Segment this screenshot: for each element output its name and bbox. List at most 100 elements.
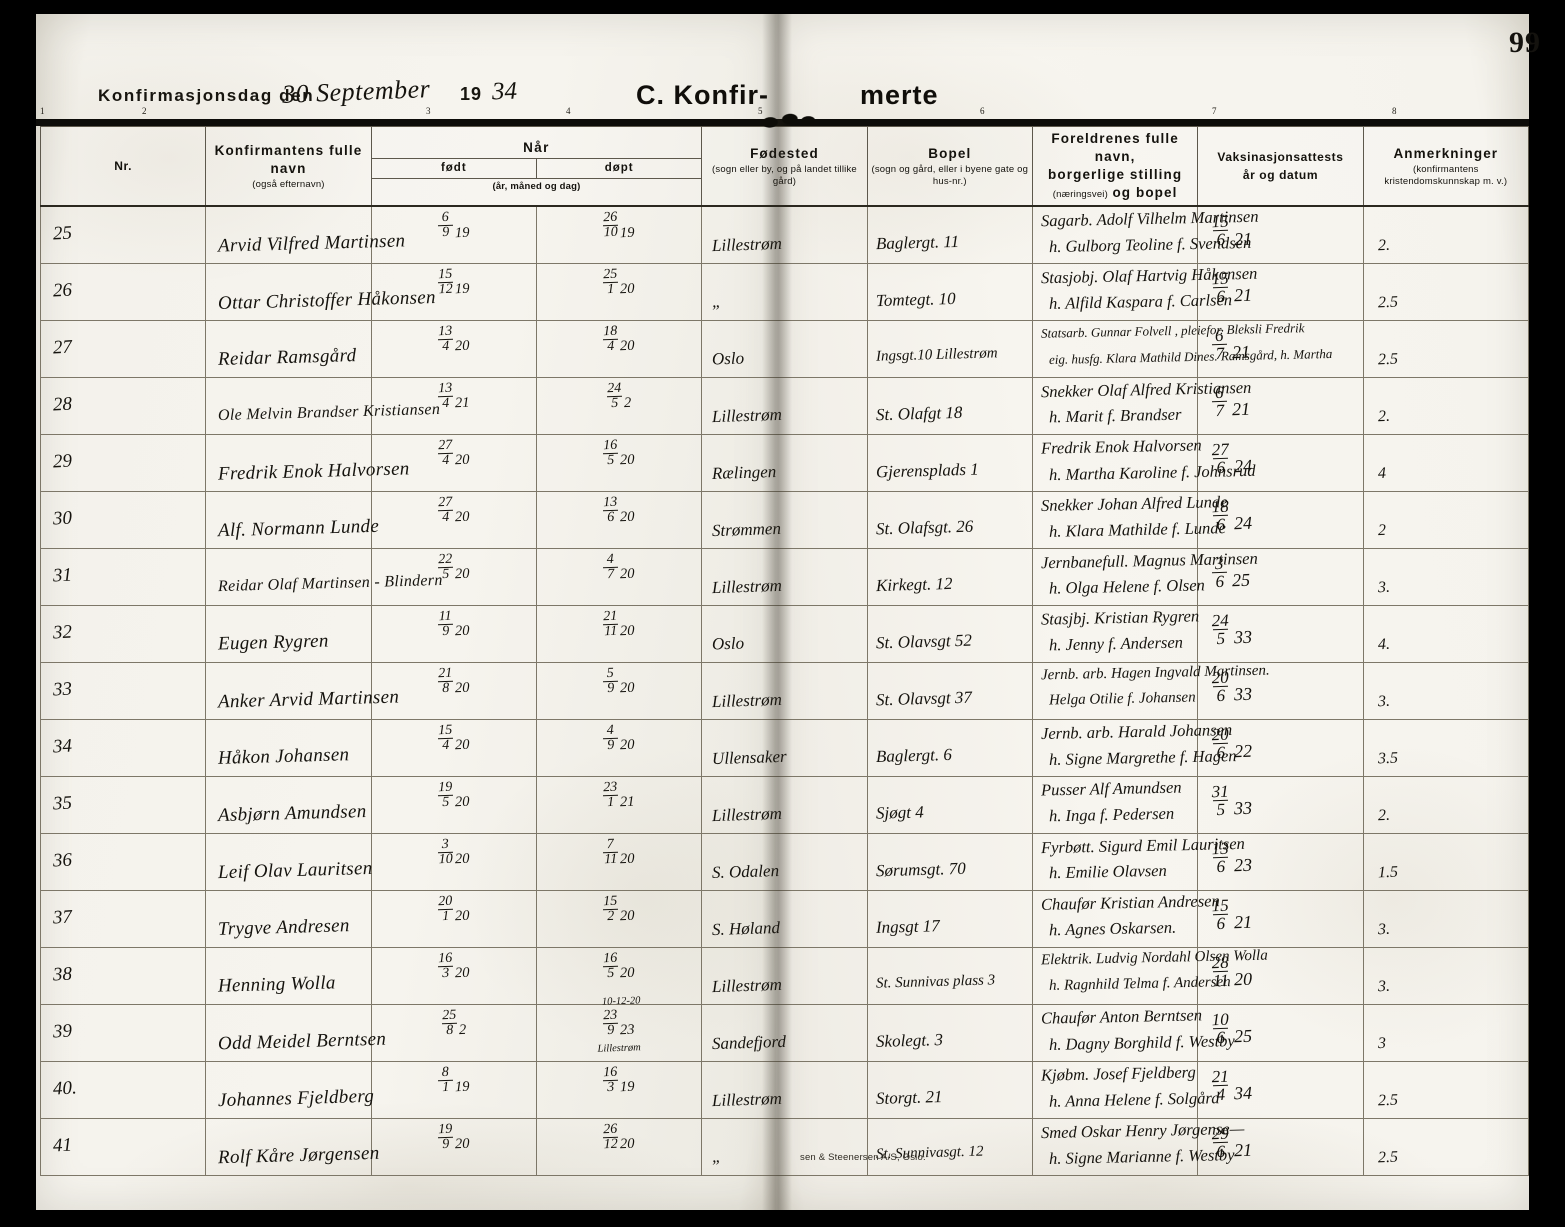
date-day: 16	[603, 950, 618, 966]
cell-residence: Baglergt. 11	[866, 205, 1033, 264]
cell-vaccination: 13 6 23	[1197, 832, 1364, 891]
row-number: 26	[52, 279, 73, 301]
cell-vaccination: 10 6 25	[1197, 1003, 1364, 1062]
cell-parents: Jernb. arb. Harald Johansen h. Signe Marg…	[1031, 718, 1237, 777]
cell-vaccination: 6 7 21	[1197, 319, 1364, 378]
column-number-8: 8	[1392, 106, 1397, 116]
date-month: 10	[438, 851, 454, 868]
date-day: 3	[441, 836, 450, 852]
vaccination-date: 15 6 21	[1211, 268, 1253, 306]
cell-vaccination: 21 4 34	[1197, 1060, 1364, 1119]
date-fraction: 7 11	[603, 836, 619, 868]
confirmation-date-value: 30 September	[281, 74, 431, 109]
confirmand-name: Eugen Rygren	[218, 629, 330, 655]
cell-remarks: 3.	[1362, 661, 1530, 720]
row-number: 29	[52, 450, 73, 472]
date-fraction: 15 6	[1211, 268, 1230, 306]
date-month: 5	[607, 395, 623, 412]
cell-vaccination: 28 11 20	[1197, 946, 1364, 1005]
date-month: 2	[603, 908, 619, 925]
date-day: 19	[438, 779, 453, 795]
date-year: 21	[1231, 341, 1251, 363]
date-day: 15	[603, 893, 618, 909]
cell-baptism-date: 23 1 21	[535, 775, 703, 834]
date-day: 7	[606, 836, 615, 852]
confirmand-name: Alf. Normann Lunde	[218, 515, 380, 541]
baptism-date: 4 9 20	[537, 722, 701, 754]
date-fraction: 11 9	[438, 608, 454, 640]
date-year: 20	[454, 964, 470, 982]
date-month: 6	[1213, 856, 1229, 876]
date-month: 9	[603, 680, 619, 697]
column-number-4: 4	[566, 106, 571, 116]
residence: Kirkegt. 12	[875, 573, 953, 595]
table-row: 41 Rolf Kåre Jørgensen 19 9 20 26 12 20 „ St. Sun…	[39, 1117, 1530, 1176]
cell-baptism-date: 26 10 19	[535, 205, 703, 264]
cell-vaccination: 31 5 33	[1197, 775, 1364, 834]
birthplace: Oslo	[712, 348, 745, 369]
date-month: 4	[603, 338, 619, 355]
baptism-date: 5 9 20	[537, 665, 701, 697]
cell-parents: Statsarb. Gunnar Folvell , pleiefor. Ble…	[1031, 319, 1332, 378]
row-number: 28	[52, 393, 73, 415]
remark-value: 3.	[1377, 578, 1390, 596]
date-day: 16	[603, 437, 618, 453]
date-day: 10	[1211, 1009, 1230, 1029]
date-year: 21	[1233, 284, 1253, 306]
date-month: 6	[1213, 1027, 1229, 1047]
date-day: 27	[438, 437, 453, 453]
date-day: 19	[438, 1121, 453, 1137]
date-month: 6	[603, 509, 619, 526]
cell-vaccination: 29 6 21	[1197, 1117, 1364, 1176]
vaccination-date: 15 6 21	[1212, 212, 1253, 250]
cell-birth-date: 19 5 20	[370, 775, 537, 834]
date-fraction: 16 3	[438, 950, 454, 982]
vaccination-date: 21 4 34	[1212, 1066, 1253, 1104]
cell-baptism-date: 7 11 20	[535, 832, 703, 891]
cell-remarks: 3.	[1362, 547, 1530, 606]
date-year: 20	[620, 451, 636, 469]
cell-birthplace: Lillestrøm	[701, 1060, 868, 1119]
date-year: 24	[1233, 512, 1253, 534]
row-number: 36	[52, 849, 73, 871]
header-foreldre: Foreldrenes fulle navn, borgerlige still…	[1031, 126, 1199, 207]
cell-remarks: 3	[1362, 1003, 1530, 1062]
header-naar-fodt: født	[372, 159, 537, 178]
cell-nr: 32	[39, 604, 207, 663]
date-month: 6	[1213, 286, 1229, 306]
date-fraction: 15 12	[438, 266, 454, 298]
date-month: 5	[603, 452, 619, 469]
baptism-date: 16 3 19	[537, 1064, 701, 1096]
baptism-date: 26 10 19	[537, 210, 701, 241]
birth-date: 3 10 20	[372, 836, 536, 868]
date-fraction: 18 4	[603, 323, 619, 355]
birthplace: Oslo	[712, 633, 745, 654]
birth-date: 27 4 20	[372, 437, 536, 469]
birth-date: 20 1 20	[372, 893, 536, 925]
remark-value: 3.	[1377, 692, 1390, 710]
cell-birthplace: S. Høland	[701, 889, 868, 948]
column-number-5: 5	[758, 106, 763, 116]
date-year: 24	[1233, 455, 1253, 477]
cell-name: Arvid Vilfred Martinsen	[205, 205, 406, 264]
date-day: 15	[1211, 268, 1230, 288]
table-row: 31 Reidar Olaf Martinsen - Blindern 22 5 20 4…	[39, 547, 1530, 606]
birth-date: 6 9 19	[372, 210, 536, 241]
table-row: 26 Ottar Christoffer Håkonsen 15 12 19 25 1 20 „…	[39, 262, 1530, 321]
date-day: 11	[438, 608, 453, 624]
table-row: 38 Henning Wolla 16 3 20 16 5 20 Lillestrøm St. S…	[39, 946, 1530, 1005]
table-body: 25 Arvid Vilfred Martinsen 6 9 19 26 10 19 Lille…	[39, 205, 1530, 1176]
cell-vaccination: 15 6 21	[1197, 889, 1364, 948]
father-name: Kjøbm. Josef Fjeldberg	[1040, 1061, 1196, 1085]
cell-name: Trygve Andresen	[205, 889, 372, 948]
date-month: 11	[603, 851, 619, 868]
date-day: 8	[441, 1064, 450, 1080]
date-year: 2	[458, 1021, 467, 1039]
date-month: 11	[1212, 970, 1230, 991]
birth-date: 15 12 19	[372, 266, 536, 298]
vaccination-date: 20 6 22	[1212, 724, 1253, 762]
date-year: 21	[620, 793, 636, 811]
cell-nr: 35	[39, 775, 207, 834]
